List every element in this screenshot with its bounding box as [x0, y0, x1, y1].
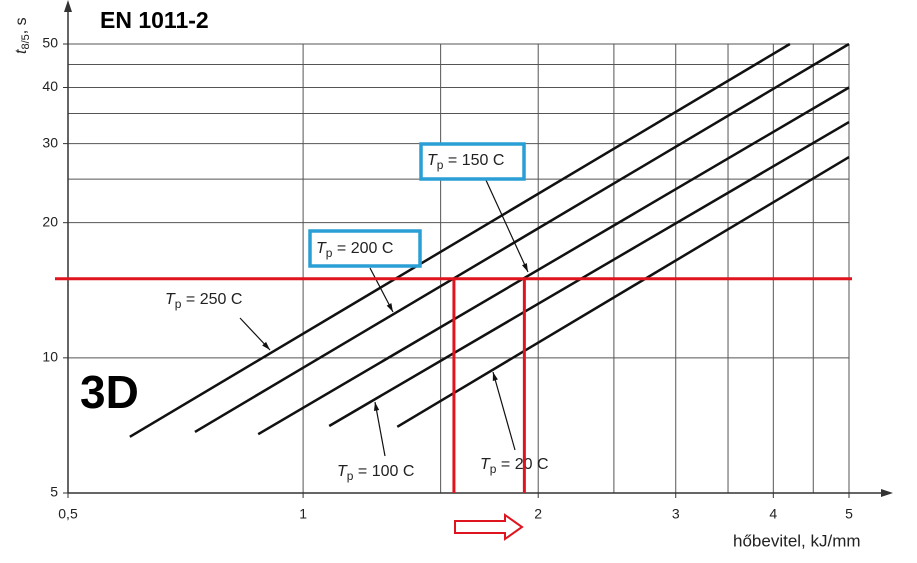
series-line	[257, 86, 850, 436]
y-tick-label: 20	[42, 213, 58, 229]
label-pointer	[492, 371, 516, 451]
label-pointer	[484, 177, 529, 273]
series-line	[194, 42, 850, 433]
pointer-head	[522, 263, 528, 272]
series-label: Tp = 100 C	[337, 463, 414, 483]
label-pointer	[374, 401, 386, 457]
series-label: Tp = 150 C	[427, 152, 504, 172]
x-tick-label: 0,5	[58, 506, 78, 522]
y-tick-label: 5	[50, 484, 58, 500]
label-highlight	[419, 142, 526, 181]
x-tick-label: 3	[672, 506, 680, 522]
pointer-head	[262, 341, 270, 350]
series-line	[328, 121, 850, 428]
chart-title: EN 1011-2	[100, 7, 209, 33]
series-line	[129, 42, 791, 438]
x-tick-label: 2	[534, 506, 542, 522]
pointer-head	[386, 303, 393, 312]
series-label: Tp = 200 C	[316, 240, 393, 260]
series-line	[396, 155, 850, 428]
x-axis-label: hőbevitel, kJ/mm	[733, 531, 861, 550]
x-axis-arrow	[881, 489, 893, 497]
x-tick-label: 4	[769, 506, 777, 522]
arrow-icon	[454, 513, 524, 541]
series-label: Tp = 20 C	[480, 456, 549, 476]
pointer-head	[373, 402, 380, 411]
y-label-subscript: 8/5	[20, 34, 32, 49]
y-tick-label: 30	[42, 134, 58, 150]
annotation: 3D	[80, 366, 139, 418]
y-axis-label: t8/5, s	[13, 17, 32, 54]
y-tick-label: 50	[42, 35, 58, 51]
y-label-unit: , s	[13, 17, 30, 34]
x-tick-label: 5	[845, 506, 853, 522]
y-tick-label: 40	[42, 78, 58, 94]
label-highlight	[308, 229, 422, 268]
y-axis-arrow	[64, 0, 72, 12]
y-label-symbol: t	[13, 49, 30, 54]
series-label: Tp = 250 C	[165, 291, 242, 311]
y-tick-label: 10	[42, 349, 58, 365]
pointer-head	[492, 372, 498, 381]
x-tick-label: 1	[299, 506, 307, 522]
